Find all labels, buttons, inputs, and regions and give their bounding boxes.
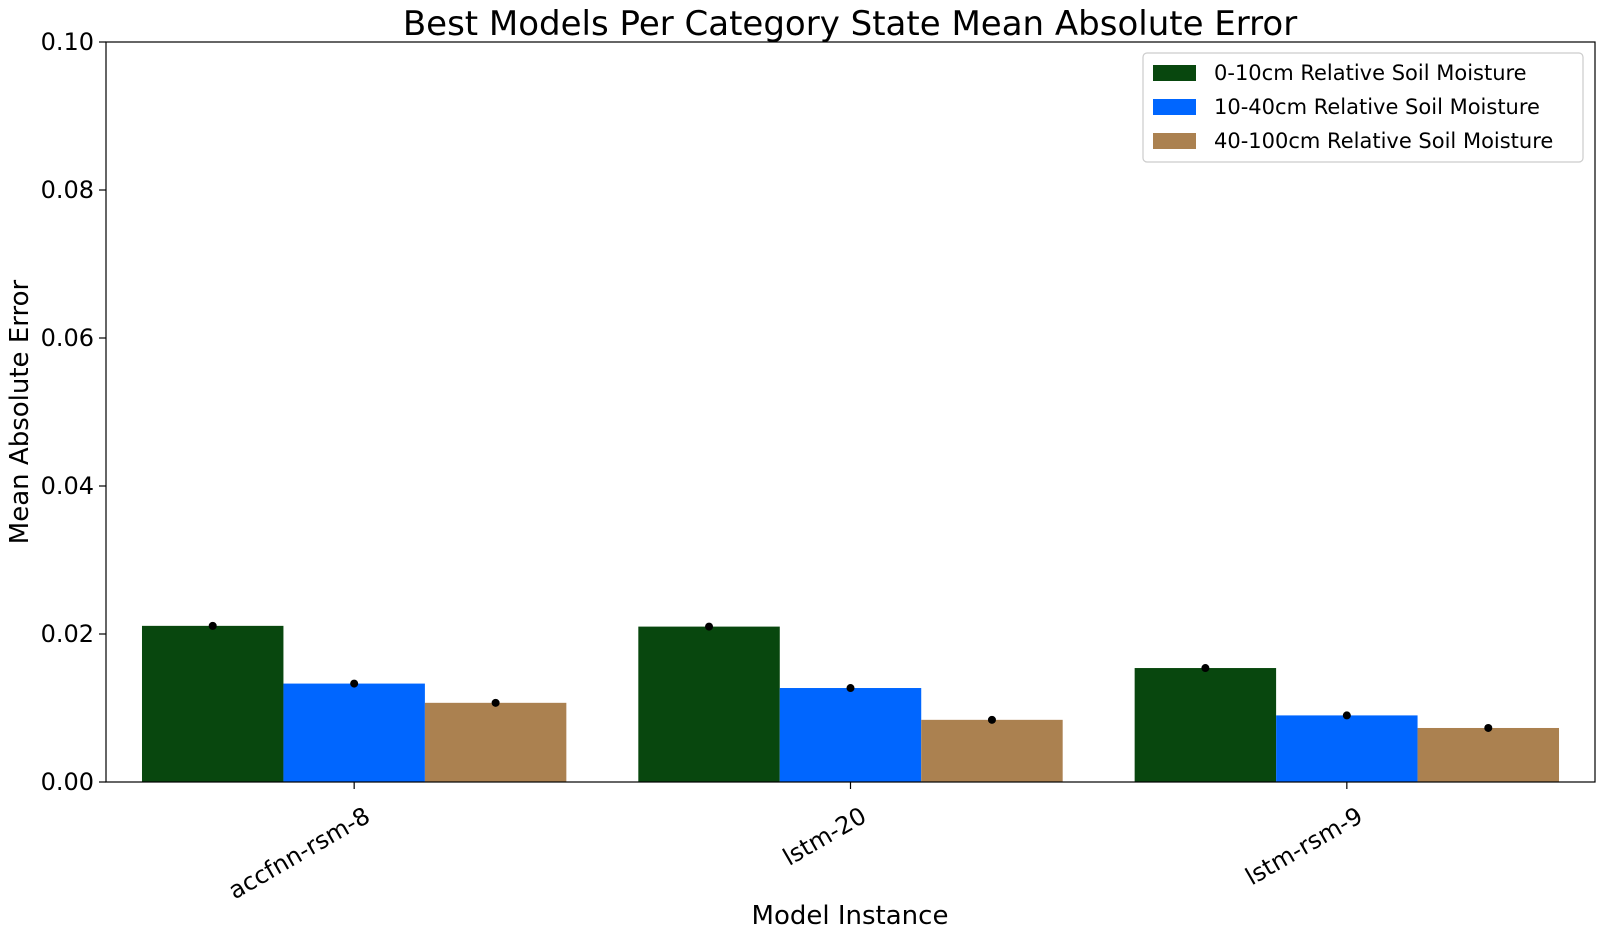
mean-marker [1484,723,1493,732]
bar [1276,715,1418,782]
mean-marker [208,621,217,630]
mean-marker [1201,664,1210,673]
legend-label: 40-100cm Relative Soil Moisture [1214,129,1553,153]
y-tick-label: 0.04 [41,472,94,500]
bar [141,625,284,782]
legend-swatch [1153,65,1196,81]
y-tick-label: 0.10 [41,28,94,56]
error-bars-group [208,621,1493,732]
mean-marker [846,684,855,693]
legend-label: 10-40cm Relative Soil Moisture [1214,95,1540,119]
x-tick-label: lstm-20 [778,802,871,872]
mean-marker [705,622,714,631]
mean-marker [1342,711,1351,720]
y-tick-label: 0.00 [41,768,94,796]
chart-title: Best Models Per Category State Mean Abso… [403,4,1297,44]
mean-marker [987,715,996,724]
legend-swatch [1153,99,1196,115]
legend-swatch [1153,133,1196,149]
bar [424,702,567,782]
legend-frame [1142,52,1584,163]
mean-marker [350,679,359,688]
bar [283,683,425,782]
legend: 0-10cm Relative Soil Moisture 10-40cm Rel… [1142,52,1584,163]
y-axis-ticks: 0.00 0.02 0.04 0.06 0.08 0.10 [41,28,106,796]
y-tick-label: 0.08 [41,176,94,204]
y-axis-label: Mean Absolute Error [5,280,35,545]
x-axis-label: Model Instance [752,901,949,931]
x-axis-ticks: accfnn-rsm-8 lstm-20 lstm-rsm-9 [224,782,1368,905]
bar [921,719,1063,782]
bar [638,626,780,782]
x-tick-label: lstm-rsm-9 [1241,802,1368,891]
y-tick-label: 0.02 [41,620,94,648]
bars-group [141,625,1560,782]
x-tick-label: accfnn-rsm-8 [224,802,375,905]
bar [1417,727,1560,782]
bar [1134,668,1277,782]
mean-marker [491,698,500,707]
legend-label: 0-10cm Relative Soil Moisture [1214,61,1527,85]
bar [779,688,922,782]
y-tick-label: 0.06 [41,324,94,352]
